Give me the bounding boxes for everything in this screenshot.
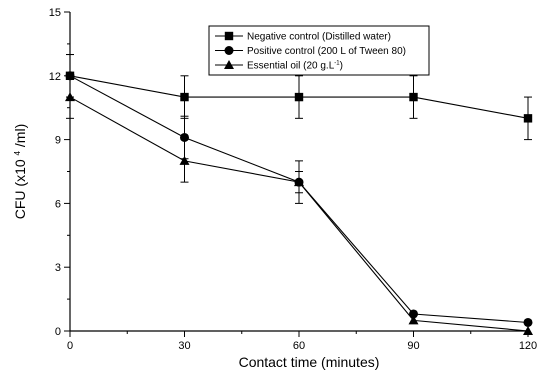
x-tick-label: 90	[407, 340, 419, 352]
legend-marker-triangle	[224, 60, 234, 69]
y-axis-title-suffix: /ml)	[12, 124, 28, 147]
y-axis-title-superscript: 4	[13, 150, 22, 155]
series-markers	[65, 71, 533, 335]
y-tick-label: 12	[49, 71, 61, 83]
x-tick-label: 120	[519, 340, 537, 352]
data-point-circle	[65, 71, 75, 81]
y-tick-label: 0	[55, 326, 61, 338]
legend-box	[208, 25, 430, 76]
series-line-triangle	[69, 96, 529, 332]
legend-marker-circle	[224, 46, 234, 55]
legend-label-text: Positive control (200 L of Tween 80)	[247, 46, 406, 57]
x-axis-title: Contact time (minutes)	[239, 354, 380, 370]
data-point-square	[409, 92, 418, 102]
data-point-triangle	[408, 315, 419, 325]
x-tick-label: 30	[178, 340, 190, 352]
y-tick-label: 15	[49, 7, 61, 19]
data-point-square	[294, 92, 304, 102]
ticks: 0 30 60 90 120 0 3 6 9 12 15	[49, 7, 537, 352]
y-tick-label: 6	[55, 198, 61, 210]
y-axis-title: CFU (x10 4 /ml)	[7, 124, 28, 219]
legend: Negative control (Distilled water) Positi…	[208, 25, 430, 76]
data-point-triangle	[294, 177, 304, 187]
y-tick-label: 9	[55, 135, 61, 147]
legend-label-essential-oil-20-g-l-1: Essential oil (20 g.L-1)	[247, 61, 343, 72]
legend-label-text: Negative control (Distilled water)	[247, 32, 391, 43]
data-point-triangle	[65, 92, 75, 102]
x-tick-label: 0	[67, 340, 73, 352]
data-point-circle	[409, 309, 418, 319]
legend-label-negative-control-distilled-water: Negative control (Distilled water)	[247, 32, 391, 43]
data-point-square	[180, 92, 189, 102]
legend-label-superscript: -1	[334, 61, 340, 67]
data-point-triangle	[523, 326, 533, 335]
legend-marker-square	[224, 31, 234, 41]
legend-label-positive-control-200-l-of-tween-80: Positive control (200 L of Tween 80)	[247, 46, 406, 57]
data-point-square	[523, 114, 533, 123]
data-point-circle	[180, 132, 189, 142]
legend-label-text: Essential oil (20 g.L	[247, 61, 335, 72]
data-point-triangle	[179, 155, 190, 165]
y-tick-label: 3	[55, 262, 61, 274]
legend-label-suffix: )	[340, 61, 343, 72]
data-point-circle	[523, 317, 533, 327]
y-axis-title-prefix: CFU (x10	[12, 159, 28, 219]
x-tick-label: 60	[293, 340, 305, 352]
